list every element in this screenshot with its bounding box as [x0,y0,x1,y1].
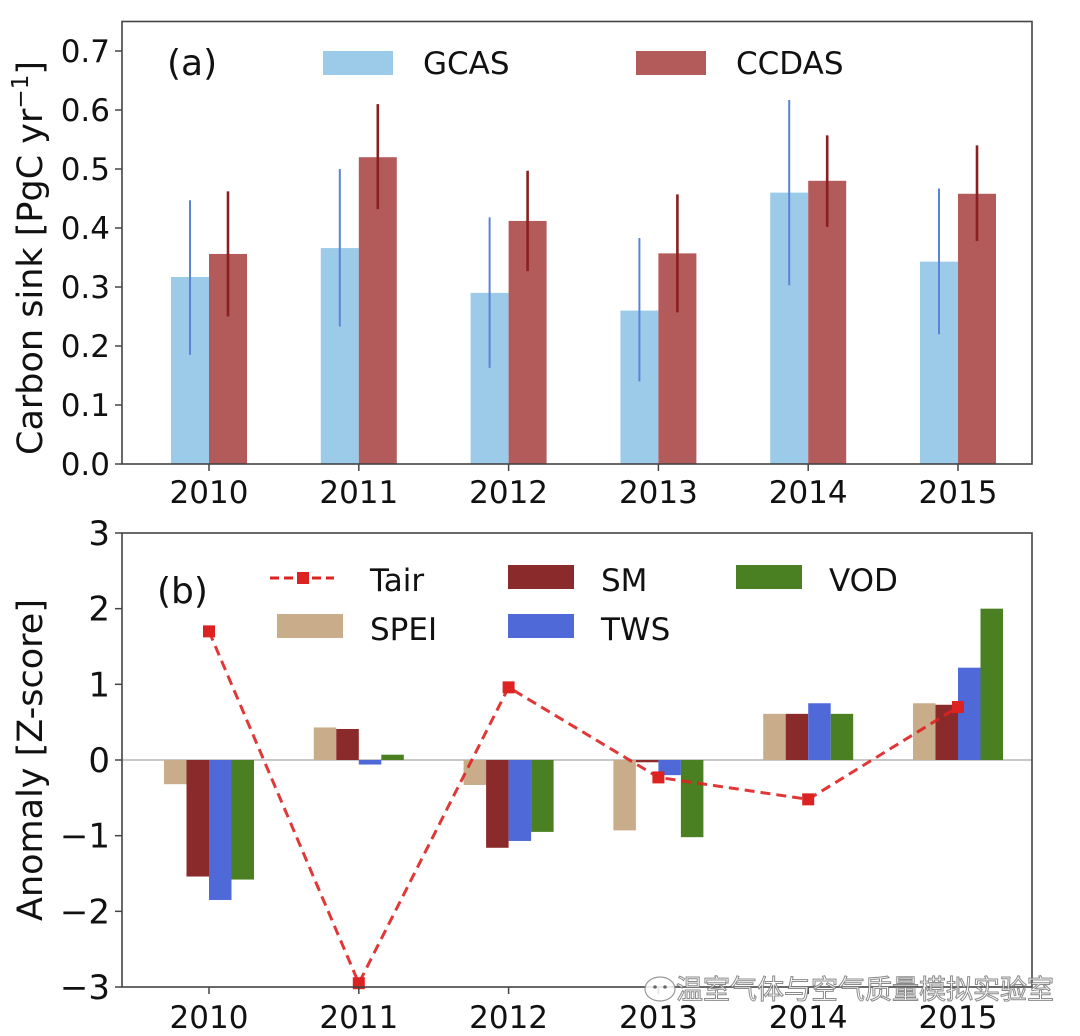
marker-tair-2015 [952,701,964,714]
bar-spei-2015 [913,703,936,760]
y-tick-label: 0.5 [61,152,110,188]
legend-label-gcas: GCAS [423,46,510,82]
bar-tws-2015 [958,667,981,760]
bar-tws-2013 [658,760,681,776]
y-tick-label: 0.2 [61,329,110,365]
wechat-icon [644,976,676,1002]
legend-swatch-tair-marker [297,572,309,584]
y-tick-label: 2 [88,590,110,630]
panel-a-x-ticks: 2010 2011 2012 2013 2014 2015 [170,464,998,511]
bar-sm-2014 [785,713,809,760]
x-tick-label: 2013 [619,1000,698,1036]
panel-a-legend: GCAS CCDAS [323,46,844,82]
legend-label-ccdas: CCDAS [736,46,844,82]
bar-tws-2012 [508,760,532,841]
panel-b-y-ticks: −3 −2 −1 0 1 2 3 [60,514,122,1008]
bar-spei-2012 [463,760,487,785]
panel-b-x-ticks: 2010 2011 2012 2013 2014 2015 [170,987,998,1036]
panel-b-bars [164,608,1003,900]
line-tair [207,630,959,987]
bar-vod-2012 [531,760,554,832]
panel-b-y-axis-label: Anomaly [Z-score] [11,599,51,921]
panel-b-tair-line [203,625,964,990]
bar-tws-2011 [358,760,382,765]
bar-ccdas-2014 [808,180,847,465]
bar-tws-2010 [209,760,232,900]
y-tick-label: 3 [88,514,110,554]
bar-tws-2014 [808,703,831,760]
bar-sm-2011 [336,728,359,760]
panel-b-legend: Tair SM VOD SPEI TWS [270,563,898,648]
marker-tair-2013 [652,771,665,784]
x-tick-label: 2010 [170,475,249,511]
bar-sm-2013 [635,760,659,763]
legend-label-spei: SPEI [370,612,437,648]
y-tick-label: 0.6 [61,93,110,129]
legend-label-sm: SM [601,563,647,599]
bar-vod-2011 [381,754,404,760]
bar-spei-2014 [763,713,786,760]
marker-tair-2014 [802,793,815,806]
x-tick-label: 2011 [319,1000,398,1036]
bar-spei-2010 [164,760,187,785]
legend-swatch-gcas [323,51,393,75]
panel-a-tag: (a) [167,43,217,84]
panel-a-error-bars [189,99,979,382]
panel-a-y-axis-label: Carbon sink [PgC yr−1] [8,61,51,455]
legend-swatch-ccdas [636,51,706,75]
bar-sm-2015 [935,704,958,760]
x-tick-label: 2013 [619,475,698,511]
x-tick-label: 2014 [769,475,848,511]
marker-tair-2010 [203,625,215,638]
bar-vod-2014 [830,713,854,760]
y-tick-label: −3 [60,968,110,1008]
marker-tair-2012 [502,681,515,694]
x-tick-label: 2014 [769,1000,848,1036]
panel-a-carbon-sink-chart: 0.00.10.20.30.40.50.60.7 2010 2011 2012 201… [8,20,1033,511]
legend-swatch-tws [508,614,574,638]
panel-b-anomaly-chart: −3 −2 −1 0 1 2 3 2010 2011 2012 2013 2014 2015 Anom… [11,514,1033,1036]
y-tick-label: 0.1 [61,388,110,424]
y-tick-label: 0.4 [61,211,110,247]
legend-label-tair: Tair [369,563,424,599]
panel-a-y-ticks: 0.0 0.1 0.2 0.3 0.4 0.5 0.6 0.7 [61,34,122,483]
panel-a-bars [171,157,996,465]
bar-vod-2010 [231,760,254,880]
y-tick-label: −2 [60,892,110,932]
panel-b-tag: (b) [157,571,208,612]
y-tick-label: 0 [88,741,110,781]
legend-swatch-sm [508,565,574,589]
legend-swatch-spei [277,614,343,638]
bar-spei-2011 [313,727,337,760]
bar-vod-2013 [680,760,704,838]
panel-a-axes-frame [121,20,1033,465]
x-tick-label: 2015 [919,475,998,511]
legend-swatch-vod [736,565,802,589]
bar-sm-2010 [186,760,209,877]
y-tick-label: 1 [88,665,110,705]
legend-label-vod: VOD [829,563,898,599]
x-tick-label: 2010 [170,1000,249,1036]
watermark-text: 温室气体与空气质量模拟实验室 [676,975,1054,1006]
bar-sm-2012 [486,760,509,848]
bar-spei-2013 [613,760,636,831]
x-tick-label: 2012 [469,475,548,511]
x-tick-label: 2012 [469,1000,548,1036]
legend-label-tws: TWS [600,612,670,648]
x-tick-label: 2011 [319,475,398,511]
x-tick-label: 2015 [919,1000,998,1036]
y-tick-label: −1 [60,817,110,857]
watermark: 温室气体与空气质量模拟实验室 [644,975,1055,1007]
y-tick-label: 0.3 [61,270,110,306]
y-tick-label: 0.7 [61,34,110,70]
bar-vod-2015 [980,608,1003,760]
y-tick-label: 0.0 [61,447,110,483]
